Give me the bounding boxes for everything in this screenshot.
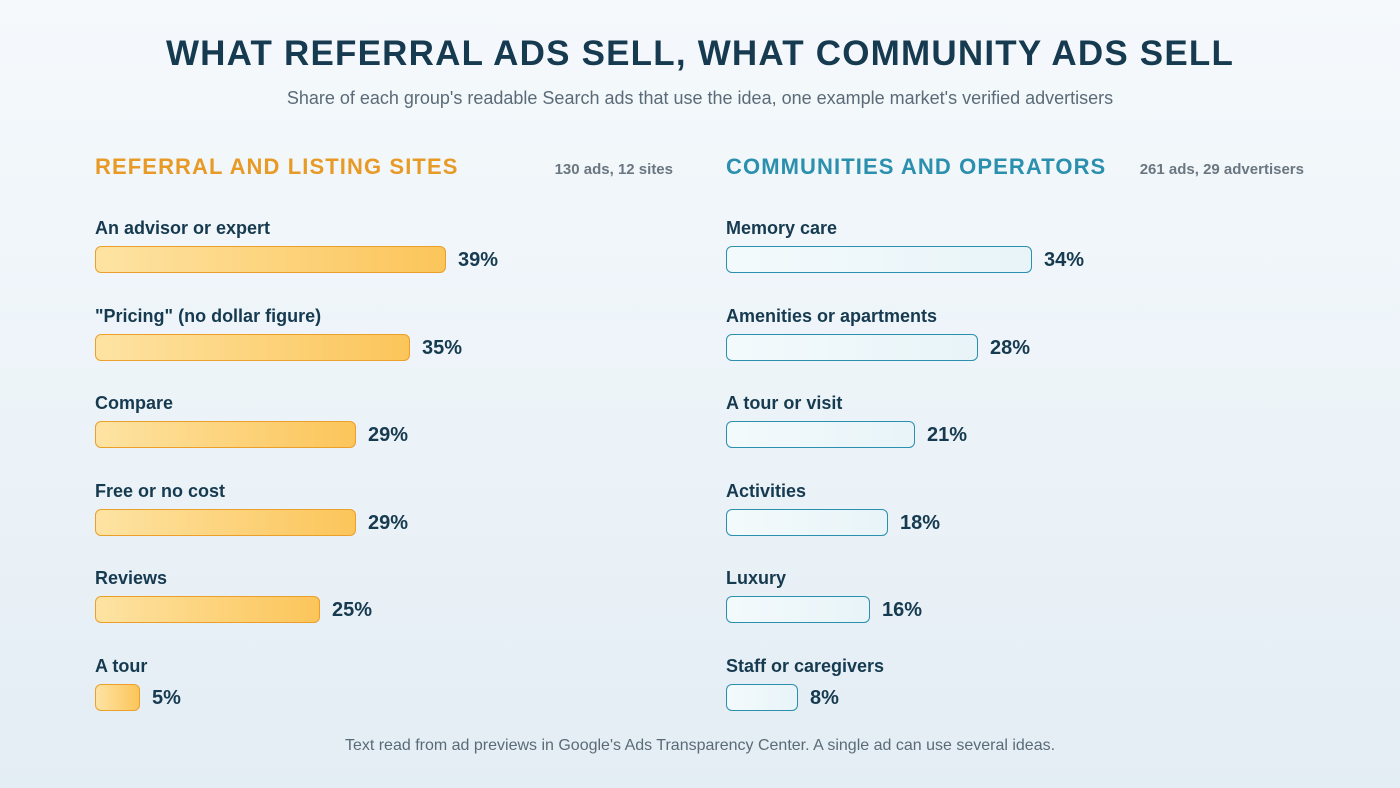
- referral-bar: [95, 508, 356, 536]
- community-bar-label: Amenities or apartments: [726, 305, 938, 326]
- community-panel-header: COMMUNITIES AND OPERATORS 261 ads, 29 ad…: [726, 152, 1304, 184]
- chart-subtitle: Share of each group's readable Search ad…: [286, 88, 1114, 108]
- referral-bar-label: Reviews: [95, 568, 168, 588]
- referral-bar-value: 25%: [332, 599, 373, 621]
- referral-bar-label: "Pricing" (no dollar figure): [95, 305, 322, 326]
- referral-bar: [95, 596, 320, 623]
- community-bar-value: 21%: [927, 424, 968, 446]
- community-bar-value: 18%: [900, 511, 941, 534]
- referral-bar: [95, 333, 410, 361]
- referral-bar-value: 39%: [458, 249, 499, 271]
- referral-bar-row: Compare 29%: [95, 393, 673, 473]
- community-bar-value: 34%: [1044, 249, 1085, 271]
- community-bar-row: Amenities or apartments 28%: [726, 306, 1304, 386]
- referral-panel-count: 130 ads, 12 sites: [554, 161, 673, 178]
- community-bar-label: Staff or caregivers: [726, 655, 885, 676]
- referral-bar: [95, 683, 140, 711]
- community-bar-row: Luxury 16%: [726, 568, 1304, 648]
- community-bar-row: A tour or visit 21%: [726, 393, 1304, 473]
- community-bar: [726, 508, 888, 536]
- referral-bar-label: An advisor or expert: [95, 218, 271, 238]
- chart-title: WHAT REFERRAL ADS SELL, WHAT COMMUNITY A…: [165, 34, 1235, 73]
- referral-bar-label: Free or no cost: [95, 480, 226, 501]
- footnote: Text read from ad previews in Google's A…: [344, 737, 1056, 754]
- community-bar: [726, 683, 798, 711]
- referral-bar: [95, 421, 356, 448]
- referral-bar-value: 5%: [152, 686, 181, 709]
- referral-panel-title: REFERRAL AND LISTING SITES: [95, 154, 459, 179]
- referral-bar-row: Reviews 25%: [95, 568, 673, 648]
- referral-panel: REFERRAL AND LISTING SITES 130 ads, 12 s…: [95, 152, 673, 722]
- community-bar-label: Activities: [726, 480, 807, 501]
- community-bar-label: Memory care: [726, 218, 838, 238]
- referral-bar-value: 29%: [368, 511, 409, 534]
- community-bar-value: 28%: [990, 336, 1031, 359]
- community-bar: [726, 246, 1032, 273]
- community-bar-label: Luxury: [726, 568, 787, 588]
- community-bar-value: 8%: [810, 686, 839, 709]
- community-panel-count: 261 ads, 29 advertisers: [1139, 161, 1304, 178]
- referral-bar-row: A tour 5%: [95, 656, 673, 736]
- referral-bar-value: 35%: [422, 336, 463, 359]
- community-bar-label: A tour or visit: [726, 393, 843, 413]
- community-bar: [726, 421, 915, 448]
- community-bar: [726, 333, 978, 361]
- community-bar-row: Memory care 34%: [726, 218, 1304, 298]
- referral-bar-row: Free or no cost 29%: [95, 481, 673, 561]
- community-bar-value: 16%: [882, 599, 923, 621]
- community-panel-title: COMMUNITIES AND OPERATORS: [726, 154, 1107, 179]
- referral-bar: [95, 246, 446, 273]
- community-bar-row: Activities 18%: [726, 481, 1304, 561]
- community-bar: [726, 596, 870, 623]
- community-panel: COMMUNITIES AND OPERATORS 261 ads, 29 ad…: [726, 152, 1304, 722]
- community-bar-row: Staff or caregivers 8%: [726, 656, 1304, 736]
- referral-bar-row: An advisor or expert 39%: [95, 218, 673, 298]
- referral-bar-value: 29%: [368, 424, 409, 446]
- referral-bar-label: Compare: [95, 393, 174, 413]
- referral-bar-row: "Pricing" (no dollar figure) 35%: [95, 306, 673, 386]
- referral-bar-label: A tour: [95, 655, 148, 676]
- referral-panel-header: REFERRAL AND LISTING SITES 130 ads, 12 s…: [95, 152, 673, 184]
